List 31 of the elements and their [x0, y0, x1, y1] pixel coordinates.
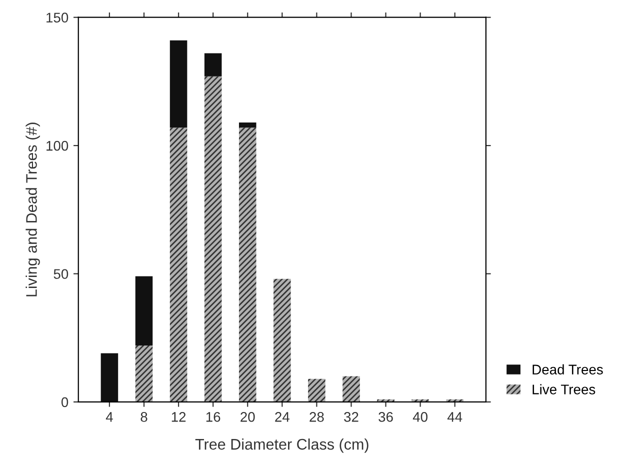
y-tick-label: 100 — [46, 140, 68, 151]
bar — [274, 278, 291, 402]
x-tick-label: 24 — [275, 412, 290, 422]
legend-label: Dead Trees — [532, 364, 603, 374]
y-tick-label: 150 — [46, 12, 68, 23]
y-tick-label: 50 — [54, 269, 68, 279]
x-tick-label: 8 — [140, 412, 148, 422]
x-tick-label: 36 — [378, 412, 393, 422]
bar — [170, 128, 188, 402]
x-tick-label: 16 — [206, 412, 220, 422]
bar — [204, 76, 222, 402]
x-tick-label: 44 — [447, 412, 462, 422]
x-tick-label: 32 — [344, 412, 358, 422]
bar — [238, 122, 256, 128]
bar — [204, 53, 222, 76]
y-tick-label: 0 — [61, 397, 68, 408]
x-axis-title: Tree Diameter Class (cm) — [195, 438, 368, 453]
bar — [342, 376, 360, 402]
bar — [170, 40, 188, 128]
bar — [308, 378, 326, 402]
bar — [238, 128, 256, 402]
x-tick-label: 28 — [310, 412, 324, 422]
bar — [100, 353, 118, 402]
bar — [135, 276, 153, 346]
bar — [135, 346, 153, 402]
legend-label: Live Trees — [532, 384, 596, 394]
x-tick-label: 12 — [172, 412, 186, 422]
x-tick-label: 40 — [412, 412, 428, 422]
x-tick-label: 20 — [240, 412, 255, 422]
x-tick-label: 4 — [106, 412, 113, 422]
y-axis-title: Living and Dead Trees (#) — [26, 122, 40, 296]
